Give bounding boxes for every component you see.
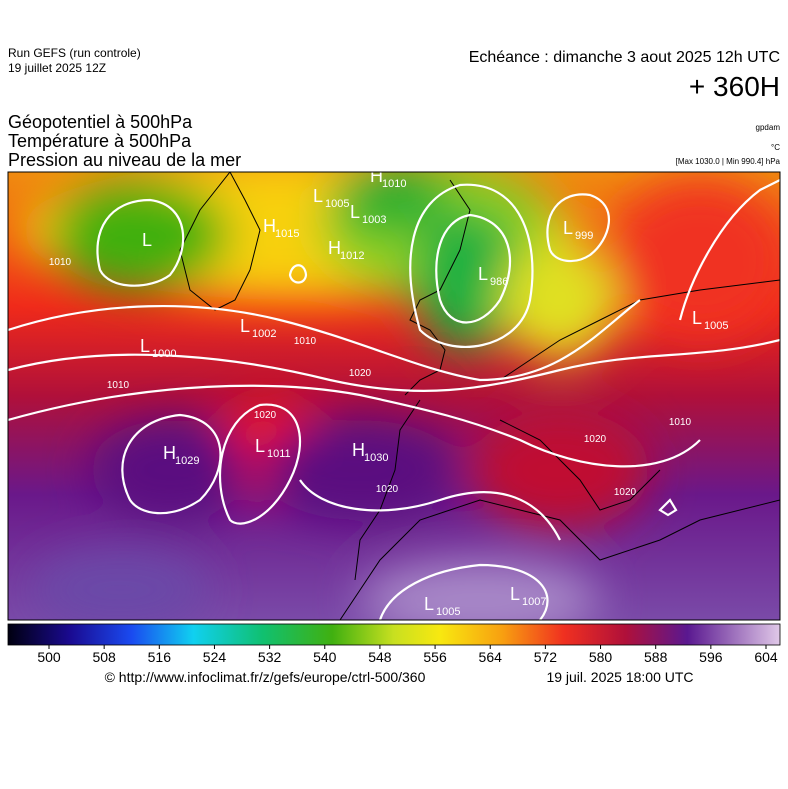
pressure-center-value: 986	[490, 276, 508, 288]
pressure-center-kind: H	[328, 238, 341, 258]
coastlines	[179, 172, 780, 620]
isobar-label: 1020	[376, 484, 399, 495]
pressure-center-value: 1005	[704, 320, 728, 332]
pressure-center-value: 1003	[362, 214, 386, 226]
colorbar-tick-label: 516	[148, 649, 172, 665]
isobar-label: 1020	[349, 368, 372, 379]
colorbar-tick-label: 588	[644, 649, 668, 665]
pressure-center-kind: L	[240, 316, 250, 336]
colorbar-tick-label: 564	[479, 649, 503, 665]
pressure-center-kind: L	[692, 308, 702, 328]
isobar-label: 1010	[49, 257, 72, 268]
isobars	[8, 179, 780, 620]
title-line: Pression au niveau de la mer	[8, 150, 241, 170]
pressure-center-value: 1010	[382, 178, 406, 190]
pressure-center-kind: H	[163, 443, 176, 463]
pressure-center-kind: L	[350, 202, 360, 222]
echeance: Echéance : dimanche 3 aout 2025 12h UTC	[469, 49, 780, 66]
map-frame	[7, 171, 781, 621]
isobar-label: 1020	[254, 410, 277, 421]
colorbar-tick-label: 540	[313, 649, 337, 665]
isobar-label: 1010	[294, 336, 317, 347]
isobar-label: 1020	[614, 487, 637, 498]
colorbar-tick-label: 604	[754, 649, 778, 665]
isobar-label: 1010	[669, 417, 692, 428]
issued-time: 19 juil. 2025 18:00 UTC	[546, 669, 693, 685]
pressure-center-kind: L	[142, 230, 152, 250]
source-link: © http://www.infoclimat.fr/z/gefs/europe…	[105, 669, 426, 685]
pressure-center-kind: L	[563, 218, 573, 238]
pressure-center-value: 1029	[175, 455, 199, 467]
pressure-center-value: 1000	[152, 348, 176, 360]
colorbar-tick-label: 524	[203, 649, 227, 665]
colorbar-tick-label: 556	[423, 649, 447, 665]
isobar-label: 1020	[584, 434, 607, 445]
pressure-center-kind: L	[510, 584, 520, 604]
colorbar-tick-label: 572	[534, 649, 558, 665]
pressure-center-value: 1030	[364, 452, 388, 464]
pressure-center-value: 1012	[340, 250, 364, 262]
run-date: 19 juillet 2025 12Z	[8, 61, 106, 75]
unit: gpdam	[756, 123, 781, 132]
pressure-center-value: 1011	[267, 448, 291, 460]
isobar-label: 1010	[107, 380, 130, 391]
colorbar-tick-label: 580	[589, 649, 613, 665]
pressure-center-kind: L	[478, 264, 488, 284]
pressure-center-kind: L	[313, 186, 323, 206]
pressure-center-value: 1005	[325, 198, 349, 210]
pressure-center-value: 1002	[252, 328, 276, 340]
pressure-center-value: 1005	[436, 606, 460, 618]
unit: [Max 1030.0 | Min 990.4] hPa	[676, 157, 781, 166]
pressure-center-value: 1007	[522, 596, 546, 608]
colorbar-tick-label: 500	[37, 649, 61, 665]
pressure-center-kind: H	[370, 166, 383, 186]
pressure-center-kind: H	[263, 216, 276, 236]
colorbar-tick-label: 596	[699, 649, 723, 665]
lead-time: + 360H	[689, 71, 780, 102]
run-label: Run GEFS (run controle)	[8, 46, 141, 60]
pressure-center-kind: L	[424, 594, 434, 614]
unit: °C	[771, 143, 780, 152]
colorbar-tick-label: 508	[92, 649, 116, 665]
pressure-center-kind: L	[140, 336, 150, 356]
title-line: Température à 500hPa	[8, 131, 192, 151]
colorbar	[7, 623, 781, 646]
pressure-center-value: 999	[575, 230, 593, 242]
pressure-center-value: 1015	[275, 228, 299, 240]
colorbar-tick-label: 548	[368, 649, 392, 665]
pressure-center-kind: L	[255, 436, 265, 456]
pressure-center-kind: H	[352, 440, 365, 460]
title-line: Géopotentiel à 500hPa	[8, 112, 193, 132]
colorbar-tick-label: 532	[258, 649, 282, 665]
